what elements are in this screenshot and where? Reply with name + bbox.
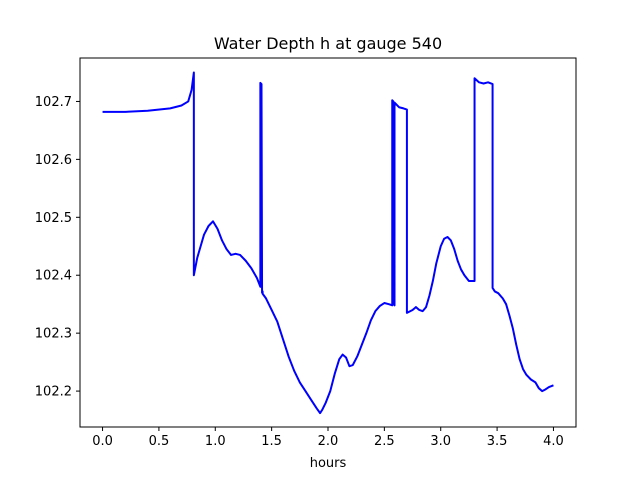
x-tick-label: 2.5	[374, 434, 395, 449]
x-tick-label: 0.5	[149, 434, 170, 449]
x-tick-label: 3.0	[430, 434, 451, 449]
chart-title: Water Depth h at gauge 540	[214, 34, 442, 53]
plot-frame	[79, 57, 577, 428]
x-axis-ticks: 0.0 0.5 1.0 1.5 2.0 2.5 3.0 3.5 4.0	[92, 427, 564, 449]
series-line	[102, 71, 554, 415]
y-tick-label: 102.4	[35, 269, 72, 284]
x-tick-label: 4.0	[543, 434, 564, 449]
y-tick-label: 102.6	[35, 153, 72, 168]
x-tick-label: 3.5	[487, 434, 508, 449]
y-tick-label: 102.3	[35, 327, 72, 342]
x-tick-label: 2.0	[318, 434, 339, 449]
y-axis-ticks: 102.2 102.3 102.4 102.5 102.6 102.7	[35, 95, 80, 400]
x-axis-label: hours	[310, 456, 347, 471]
x-tick-label: 0.0	[92, 434, 113, 449]
y-tick-label: 102.5	[35, 211, 72, 226]
y-tick-label: 102.2	[35, 385, 72, 400]
x-tick-label: 1.5	[261, 434, 282, 449]
x-tick-label: 1.0	[205, 434, 226, 449]
y-tick-label: 102.7	[35, 95, 72, 110]
